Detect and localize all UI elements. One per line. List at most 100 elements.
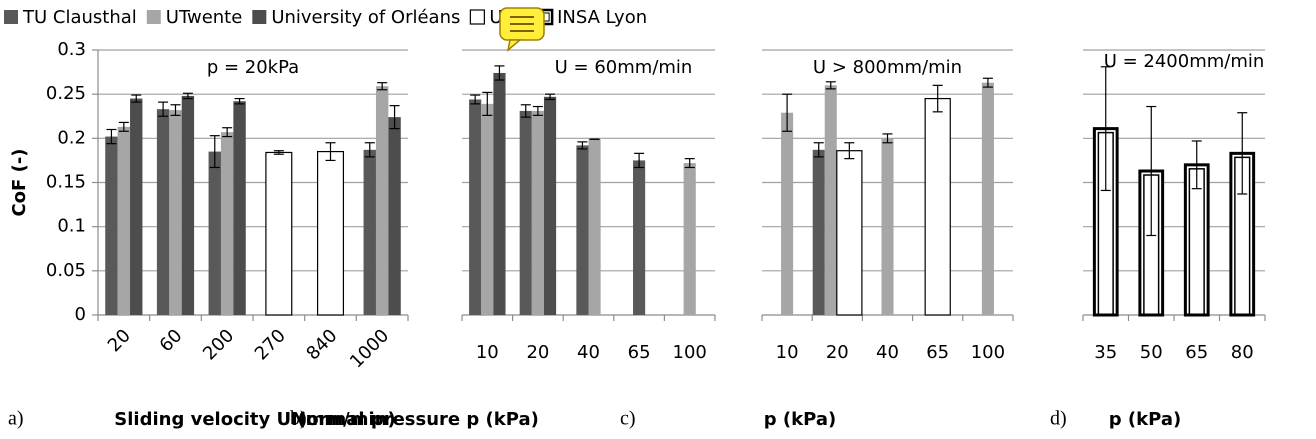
error-bar — [364, 142, 375, 158]
y-tick-label: 0.15 — [46, 172, 86, 193]
error-bar — [520, 104, 531, 118]
y-tick-label: 0.1 — [57, 216, 86, 237]
bar — [316, 150, 345, 316]
error-bar — [118, 121, 129, 132]
bar — [812, 149, 825, 315]
x-tick-label: 270 — [251, 325, 290, 364]
y-tick-label: 0 — [75, 304, 86, 325]
bar — [363, 149, 376, 315]
bar — [531, 110, 544, 315]
panel-title: p = 20kPa — [207, 57, 299, 78]
legend-label: TU Clausthal — [22, 7, 137, 28]
x-axis-label: Sliding velocity U (mm/min) — [114, 409, 395, 430]
bar — [265, 151, 293, 316]
error-bar — [377, 82, 388, 91]
error-bar — [222, 127, 233, 138]
x-tick-label: 40 — [876, 342, 899, 363]
bar — [117, 126, 131, 315]
error-bar — [470, 94, 481, 105]
x-tick-label: 35 — [1094, 342, 1117, 363]
error-bar — [1191, 140, 1202, 190]
error-bar — [844, 142, 855, 160]
error-bar — [782, 93, 793, 132]
x-tick-label: 40 — [577, 342, 600, 363]
x-tick-label: 50 — [1140, 342, 1163, 363]
legend-label: INSA Lyon — [557, 7, 647, 28]
panel-title: U = 2400mm/min — [1104, 51, 1265, 72]
legend-swatch — [252, 10, 267, 24]
error-bar — [182, 92, 193, 100]
x-tick-label: 65 — [926, 342, 949, 363]
x-axis-label: p (kPa) — [1109, 409, 1181, 430]
bar — [981, 82, 994, 315]
error-bar — [234, 97, 245, 105]
x-tick-label: 20 — [104, 325, 135, 356]
error-bar — [545, 93, 556, 101]
bar — [388, 117, 401, 315]
bar — [233, 101, 246, 315]
y-tick-label: 0.2 — [57, 127, 86, 148]
bar — [683, 163, 696, 315]
error-bar — [634, 152, 645, 169]
bar — [481, 103, 494, 315]
x-tick-label: 1000 — [346, 325, 393, 372]
x-tick-label: 20 — [526, 342, 549, 363]
error-bar — [1146, 105, 1157, 237]
panel-letter: a) — [8, 408, 24, 430]
error-bar — [209, 135, 220, 169]
panel-title: U > 800mm/min — [813, 57, 962, 78]
bar — [588, 139, 601, 315]
error-bar — [577, 141, 588, 150]
bar — [836, 150, 863, 316]
bar — [576, 145, 589, 315]
legend-swatch — [146, 10, 161, 24]
error-bar — [494, 65, 505, 81]
y-tick-label: 0.3 — [57, 39, 86, 60]
error-bar — [325, 142, 336, 162]
bar — [220, 132, 234, 315]
error-bar — [882, 133, 893, 144]
y-axis-label: CoF (-) — [9, 148, 30, 216]
y-tick-label: 0.25 — [46, 83, 86, 104]
bar — [469, 99, 482, 315]
x-axis-label: p (kPa) — [764, 409, 836, 430]
x-tick-label: 20 — [826, 342, 849, 363]
error-bar — [131, 94, 142, 103]
legend-label: University of Orléans — [271, 7, 460, 28]
error-bar — [932, 84, 943, 113]
error-bar — [1100, 66, 1111, 192]
panel-letter: c) — [620, 408, 636, 430]
panel-title: U = 60mm/min — [555, 57, 693, 78]
bar — [156, 109, 170, 315]
error-bar — [1237, 112, 1248, 195]
bar — [181, 95, 195, 315]
bar — [493, 72, 506, 315]
bar — [881, 138, 894, 315]
error-bar — [389, 105, 400, 130]
error-bar — [158, 101, 169, 117]
panel-letter: b) — [290, 408, 307, 430]
legend-swatch — [469, 9, 485, 25]
x-tick-label: 10 — [776, 342, 799, 363]
x-tick-label: 100 — [673, 342, 707, 363]
x-tick-label: 100 — [971, 342, 1005, 363]
x-tick-label: 65 — [628, 342, 651, 363]
bar — [519, 110, 532, 315]
bar — [543, 96, 557, 315]
legend-swatch — [4, 10, 18, 24]
x-axis-label: Normal pressure p (kPa) — [291, 409, 539, 430]
x-tick-label: 10 — [476, 342, 499, 363]
bar — [633, 160, 646, 315]
bar — [781, 112, 794, 315]
error-bar — [170, 104, 181, 116]
bar — [169, 110, 182, 315]
error-bar — [106, 128, 117, 145]
error-bar — [813, 142, 824, 158]
error-bar — [982, 77, 993, 88]
bar — [105, 136, 118, 315]
bar — [924, 97, 951, 316]
error-bar — [273, 150, 284, 155]
x-tick-label: 200 — [199, 325, 238, 364]
error-bar — [482, 91, 493, 116]
